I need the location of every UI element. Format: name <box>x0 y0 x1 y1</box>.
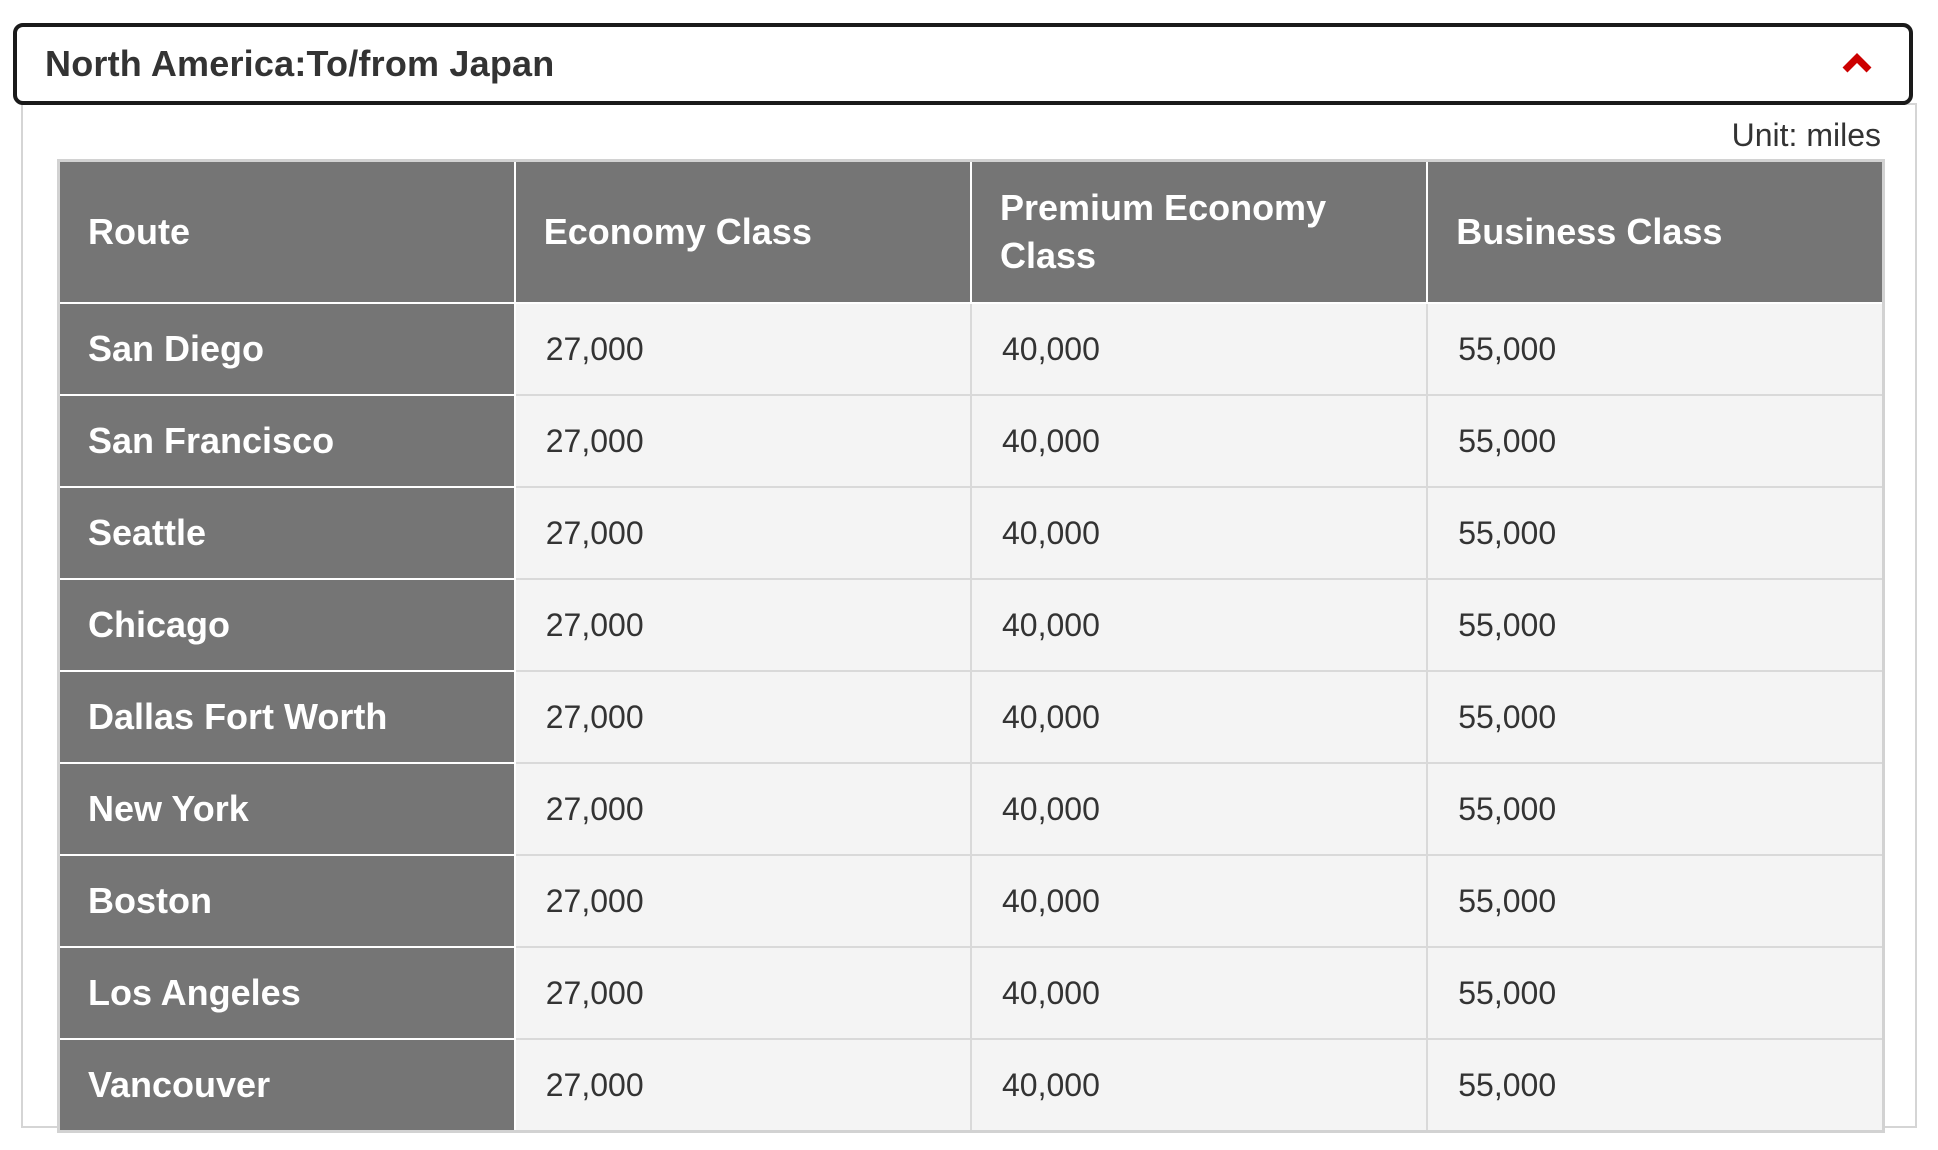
table-row: Chicago 27,000 40,000 55,000 <box>57 578 1885 672</box>
route-cell: New York <box>57 762 516 856</box>
route-cell: Chicago <box>57 578 516 672</box>
premium-economy-cell: 40,000 <box>969 670 1429 764</box>
column-header-economy: Economy Class <box>513 159 973 304</box>
business-cell: 55,000 <box>1426 946 1885 1040</box>
business-cell: 55,000 <box>1426 394 1885 488</box>
table-row: Los Angeles 27,000 40,000 55,000 <box>57 946 1885 1040</box>
table-row: New York 27,000 40,000 55,000 <box>57 762 1885 856</box>
premium-economy-cell: 40,000 <box>969 1038 1429 1133</box>
economy-cell: 27,000 <box>513 578 973 672</box>
premium-economy-cell: 40,000 <box>969 394 1429 488</box>
premium-economy-cell: 40,000 <box>969 946 1429 1040</box>
premium-economy-cell: 40,000 <box>969 854 1429 948</box>
route-cell: Dallas Fort Worth <box>57 670 516 764</box>
route-cell: Vancouver <box>57 1038 516 1133</box>
business-cell: 55,000 <box>1426 854 1885 948</box>
table-row: Dallas Fort Worth 27,000 40,000 55,000 <box>57 670 1885 764</box>
route-cell: San Diego <box>57 302 516 396</box>
fare-table: Route Economy Class Premium Economy Clas… <box>57 159 1885 1133</box>
economy-cell: 27,000 <box>513 302 973 396</box>
table-row: Vancouver 27,000 40,000 55,000 <box>57 1038 1885 1133</box>
unit-label: Unit: miles <box>1731 117 1881 153</box>
economy-cell: 27,000 <box>513 762 973 856</box>
economy-cell: 27,000 <box>513 946 973 1040</box>
accordion-title: North America:To/from Japan <box>45 43 555 84</box>
route-cell: San Francisco <box>57 394 516 488</box>
column-header-premium-economy: Premium Economy Class <box>969 159 1429 304</box>
chevron-up-icon <box>1839 52 1875 76</box>
business-cell: 55,000 <box>1426 1038 1885 1133</box>
accordion-header-north-america[interactable]: North America:To/from Japan <box>13 23 1913 105</box>
table-row: Seattle 27,000 40,000 55,000 <box>57 486 1885 580</box>
business-cell: 55,000 <box>1426 486 1885 580</box>
column-header-business: Business Class <box>1426 159 1885 304</box>
business-cell: 55,000 <box>1426 670 1885 764</box>
premium-economy-cell: 40,000 <box>969 486 1429 580</box>
economy-cell: 27,000 <box>513 670 973 764</box>
premium-economy-cell: 40,000 <box>969 762 1429 856</box>
table-row: San Diego 27,000 40,000 55,000 <box>57 302 1885 396</box>
economy-cell: 27,000 <box>513 854 973 948</box>
route-cell: Boston <box>57 854 516 948</box>
premium-economy-cell: 40,000 <box>969 302 1429 396</box>
route-cell: Los Angeles <box>57 946 516 1040</box>
table-header-row: Route Economy Class Premium Economy Clas… <box>57 159 1885 304</box>
economy-cell: 27,000 <box>513 486 973 580</box>
fare-table-body: San Diego 27,000 40,000 55,000 San Francisco… <box>57 302 1885 1133</box>
business-cell: 55,000 <box>1426 762 1885 856</box>
table-row: San Francisco 27,000 40,000 55,000 <box>57 394 1885 488</box>
column-header-route: Route <box>57 159 516 304</box>
economy-cell: 27,000 <box>513 394 973 488</box>
premium-economy-cell: 40,000 <box>969 578 1429 672</box>
economy-cell: 27,000 <box>513 1038 973 1133</box>
table-row: Boston 27,000 40,000 55,000 <box>57 854 1885 948</box>
business-cell: 55,000 <box>1426 302 1885 396</box>
route-cell: Seattle <box>57 486 516 580</box>
accordion-body: Unit: miles Route Economy Class Premium … <box>21 103 1917 1133</box>
business-cell: 55,000 <box>1426 578 1885 672</box>
